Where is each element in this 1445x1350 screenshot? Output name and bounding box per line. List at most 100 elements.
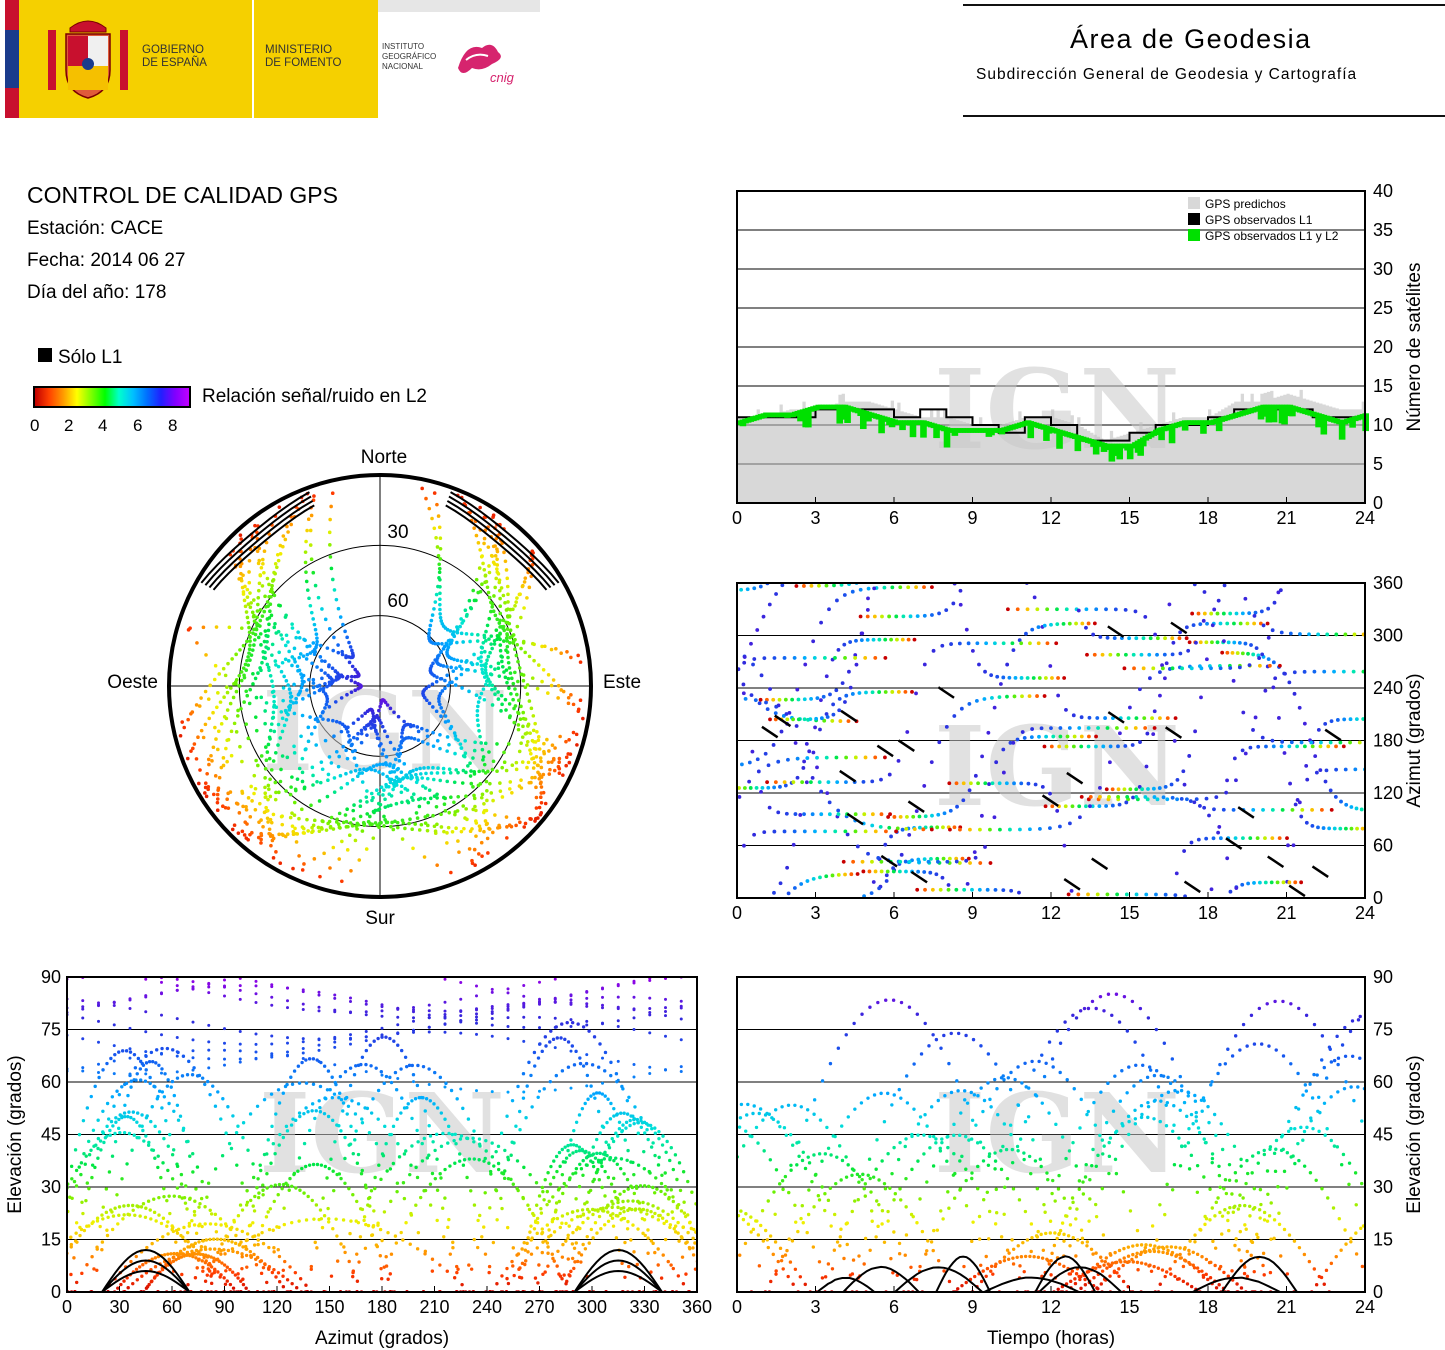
track-point — [624, 1126, 628, 1130]
track-point — [283, 537, 288, 542]
track-point — [69, 1164, 74, 1169]
track-point — [507, 666, 512, 670]
track-point — [528, 731, 532, 735]
track-point — [791, 717, 795, 722]
track-point — [436, 654, 440, 658]
track-point — [609, 1060, 613, 1065]
track-point — [645, 890, 649, 894]
track-point — [365, 789, 369, 793]
track-point — [581, 857, 585, 861]
track-point — [554, 1073, 559, 1078]
track-point — [1209, 611, 1214, 616]
track-point — [95, 1268, 99, 1272]
track-point — [835, 780, 840, 785]
track-point — [446, 683, 450, 688]
track-point — [637, 1207, 642, 1211]
track-point — [1440, 767, 1444, 771]
track-point — [96, 1136, 101, 1141]
track-point — [900, 637, 905, 642]
track-point — [944, 724, 949, 729]
track-point — [1228, 611, 1233, 616]
track-point — [369, 726, 373, 730]
track-point — [399, 784, 404, 789]
track-point — [583, 1247, 588, 1251]
track-point — [1264, 744, 1268, 749]
track-point — [505, 836, 509, 840]
track-point — [496, 661, 501, 666]
track-point — [795, 687, 800, 692]
track-point — [203, 722, 208, 727]
track-point — [498, 632, 502, 636]
track-point — [703, 1228, 706, 1231]
track-point — [313, 583, 318, 588]
track-point — [355, 736, 360, 741]
track-point — [886, 815, 891, 819]
track-point — [263, 766, 268, 771]
track-point — [383, 817, 387, 822]
track-point — [577, 1184, 582, 1189]
track-point — [347, 660, 352, 665]
track-point — [1104, 804, 1109, 808]
track-point — [512, 720, 517, 725]
track-point — [502, 550, 506, 555]
track-point — [576, 1225, 580, 1230]
track-point — [725, 654, 729, 658]
track-point — [964, 858, 969, 863]
track-point — [478, 696, 482, 700]
track-point — [974, 699, 979, 703]
track-point — [435, 545, 440, 549]
track-point — [967, 788, 972, 793]
track-point — [144, 1061, 149, 1065]
track-point — [216, 747, 220, 752]
track-point — [211, 792, 216, 797]
track-point — [389, 803, 393, 808]
track-point — [548, 767, 552, 772]
track-point — [183, 1201, 188, 1205]
y-tick-label: 30 — [1373, 259, 1393, 279]
track-point — [1218, 836, 1223, 841]
track-point — [666, 1259, 670, 1264]
track-point — [297, 636, 302, 640]
track-point — [327, 663, 331, 667]
track-point — [1117, 802, 1122, 807]
track-point — [1104, 607, 1108, 612]
track-point — [192, 1223, 197, 1227]
track-point — [491, 759, 496, 764]
track-point — [258, 573, 263, 577]
track-point — [393, 1070, 398, 1075]
track-point — [1037, 676, 1042, 680]
track-point — [116, 1126, 121, 1131]
track-point — [312, 622, 317, 627]
track-point — [290, 655, 295, 659]
track-point — [267, 827, 272, 832]
track-point — [519, 704, 523, 709]
track-point — [296, 692, 301, 697]
track-point — [217, 775, 222, 780]
track-point — [968, 781, 973, 786]
track-point — [210, 759, 214, 763]
track-point — [53, 1255, 56, 1258]
track-point — [821, 694, 826, 699]
track-point — [106, 1117, 111, 1121]
track-point — [505, 584, 510, 589]
track-point — [802, 812, 806, 817]
track-point — [431, 777, 436, 782]
track-point — [506, 1281, 511, 1286]
track-point — [242, 833, 247, 837]
track-point — [116, 1286, 120, 1290]
track-point — [239, 571, 243, 576]
track-point — [509, 692, 513, 696]
track-point — [1006, 607, 1010, 612]
track-point — [631, 1114, 635, 1118]
track-point — [1011, 740, 1016, 745]
track-point — [278, 779, 283, 784]
track-point — [850, 692, 855, 696]
track-point — [1115, 892, 1120, 897]
direction-south: Sur — [365, 908, 395, 929]
track-point — [468, 774, 473, 778]
track-point — [327, 755, 332, 759]
track-point — [1084, 625, 1088, 630]
track-point — [739, 587, 744, 592]
track-point — [373, 768, 378, 773]
track-point — [261, 655, 266, 660]
